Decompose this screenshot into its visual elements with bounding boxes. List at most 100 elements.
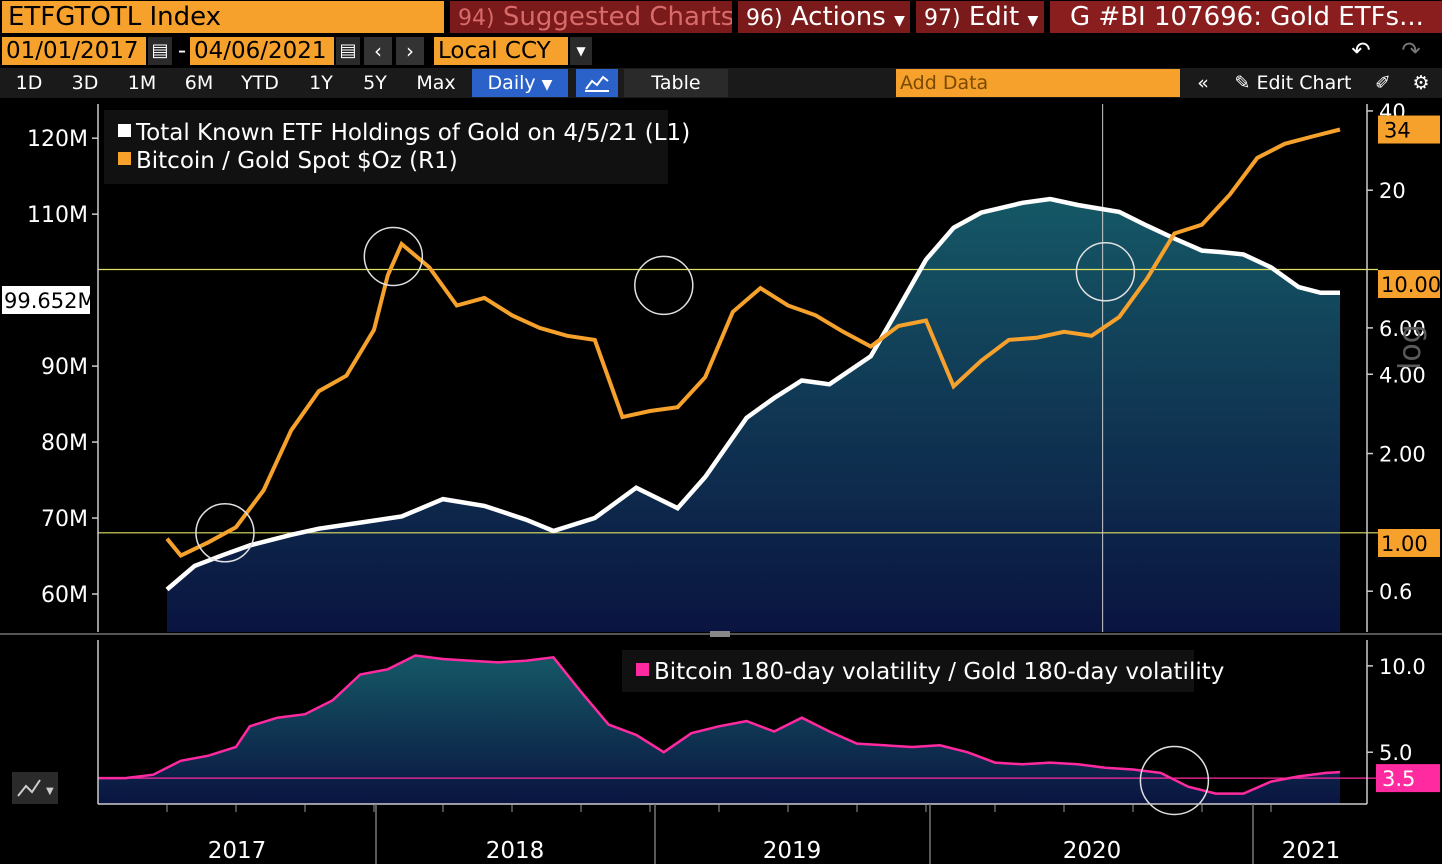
mini-line-chart-icon — [17, 779, 41, 797]
right-tick-label: 20 — [1379, 179, 1406, 203]
panel-resize-handle[interactable] — [710, 631, 730, 637]
date-range-bar: 01/01/2017 ▤ - 04/06/2021 ▤ ‹ › Local CC… — [0, 36, 1442, 66]
period-1m-button[interactable]: 1M — [127, 72, 157, 94]
right-tick-label: 4.00 — [1379, 363, 1426, 387]
function-bar: ETFGTOTL Index 94) Suggested Charts 96) … — [0, 0, 1442, 34]
security-ticker-field[interactable]: ETFGTOTL Index — [2, 1, 444, 33]
period-6m-button[interactable]: 6M — [184, 72, 214, 94]
highlight-circle-4 — [1075, 242, 1136, 302]
left-tick-label: 60M — [41, 583, 88, 608]
chart-title-field[interactable]: G #BI 107696: Gold ETFs... — [1050, 1, 1442, 33]
period-3d-button[interactable]: 3D — [71, 72, 99, 94]
end-date-input[interactable]: 04/06/2021 — [190, 37, 334, 65]
collapse-double-chevron-icon[interactable]: « — [1197, 72, 1209, 94]
x-axis: 2017 2018 2019 2020 2021 — [166, 804, 1340, 864]
vol-current-value: 3.5 — [1382, 767, 1415, 791]
pencil-icon: ✎ — [1234, 72, 1251, 94]
highlight-circle-2 — [363, 226, 424, 287]
caret-down-icon: ▼ — [894, 13, 905, 29]
ref-label-10: 10.00 — [1381, 273, 1441, 297]
x-tick-label-2018: 2018 — [486, 838, 545, 864]
table-button[interactable]: Table — [624, 69, 728, 97]
actions-number: 96) — [746, 6, 783, 31]
right-tick-label: 2.00 — [1379, 443, 1426, 467]
period-1y-button[interactable]: 1Y — [309, 72, 333, 94]
lower-tick-label: 10.0 — [1379, 655, 1426, 679]
calendar-icon[interactable]: ▤ — [148, 37, 172, 65]
edit-number: 97) — [924, 6, 961, 31]
currency-text: Local CCY — [438, 38, 551, 64]
gear-icon[interactable]: ⚙ — [1412, 72, 1430, 94]
add-data-input[interactable]: Add Data — [896, 69, 1180, 97]
ref-label-box-10 — [1378, 270, 1440, 298]
chevron-left-icon[interactable]: ‹ — [364, 37, 392, 65]
btc-gold-ratio-line — [165, 127, 1341, 558]
period-1d-button[interactable]: 1D — [15, 72, 43, 94]
actions-menu-button[interactable]: 96) Actions ▼ — [738, 1, 910, 33]
legend-swatch-btc — [118, 152, 131, 165]
highlight-circles — [195, 226, 1136, 563]
date-separator: - — [177, 38, 187, 64]
edit-menu-button[interactable]: 97) Edit ▼ — [916, 1, 1044, 33]
highlight-circle-3 — [634, 255, 694, 316]
period-5y-button[interactable]: 5Y — [363, 72, 387, 94]
right-tick-label: 0.6 — [1379, 580, 1412, 604]
actions-label: Actions — [790, 2, 886, 32]
legend-swatch-etf — [118, 124, 131, 137]
left-tick-label: 120M — [27, 127, 88, 152]
period-bar: 1D 3D 1M 6M YTD 1Y 5Y Max Daily ▼ Table … — [0, 68, 1442, 98]
chevron-right-icon[interactable]: › — [396, 37, 424, 65]
edit-chart-button[interactable]: ✎ Edit Chart — [1226, 69, 1360, 97]
x-tick-label-2019: 2019 — [763, 838, 822, 864]
edit-chart-label: Edit Chart — [1256, 72, 1352, 94]
annotate-icon[interactable]: ✐ — [1375, 72, 1391, 94]
edit-label: Edit — [968, 2, 1020, 32]
caret-down-icon: ▼ — [541, 77, 553, 93]
frequency-text: Daily — [487, 72, 536, 94]
currency-select[interactable]: Local CCY — [434, 37, 568, 65]
start-date-input[interactable]: 01/01/2017 — [2, 37, 146, 65]
vol-legend-box — [622, 650, 1194, 692]
highlight-circle-lower-1 — [1139, 745, 1210, 816]
calendar-icon[interactable]: ▤ — [336, 37, 360, 65]
highlight-circles-lower — [1139, 745, 1210, 816]
suggested-charts-button[interactable]: 94) Suggested Charts — [450, 1, 732, 33]
period-ytd-button[interactable]: YTD — [241, 72, 279, 94]
left-tick-label: 70M — [41, 507, 88, 532]
right-tick-label: 6.00 — [1379, 317, 1426, 341]
undo-icon[interactable]: ↶ — [1351, 38, 1371, 64]
log-scale-label: log — [1393, 324, 1428, 370]
ticker-text: ETFGTOTL Index — [8, 2, 222, 32]
lower-right-axis-ticks: 5.0 10.0 — [1367, 655, 1426, 765]
end-date-text: 04/06/2021 — [194, 38, 327, 64]
left-current-value-box — [2, 286, 90, 314]
left-tick-label: 110M — [27, 203, 88, 228]
legend-label-btc: Bitcoin / Gold Spot $Oz (R1) — [136, 148, 458, 174]
volatility-area — [98, 655, 1340, 804]
legend-label-etf: Total Known ETF Holdings of Gold on 4/5/… — [135, 120, 690, 146]
right-current-value: 34 — [1384, 119, 1411, 143]
left-current-value: 99.652M — [4, 289, 96, 313]
suggested-charts-number: 94) — [458, 6, 495, 31]
lower-tick-label: 5.0 — [1379, 741, 1412, 765]
line-chart-icon[interactable] — [576, 69, 618, 97]
x-tick-label-2017: 2017 — [208, 838, 267, 864]
frequency-dropdown[interactable]: Daily ▼ — [472, 69, 568, 97]
x-tick-label-2020: 2020 — [1063, 838, 1122, 864]
ref-label-box-1 — [1378, 529, 1440, 557]
ref-label-1: 1.00 — [1381, 532, 1428, 556]
mini-caret-icon: ▼ — [46, 786, 54, 797]
legend-box — [104, 110, 668, 184]
left-axis-ticks: 60M 70M 80M 90M 110M 120M — [27, 127, 98, 608]
etf-holdings-line — [165, 196, 1340, 592]
start-date-text: 01/01/2017 — [6, 38, 139, 64]
redo-icon[interactable]: ↷ — [1401, 38, 1421, 64]
chevron-down-icon[interactable]: ▼ — [570, 37, 592, 65]
period-max-button[interactable]: Max — [416, 72, 456, 94]
lower-chart-panel: 5.0 10.0 Bitcoin 180-day volatility / Gol… — [12, 640, 1440, 816]
right-current-value-box — [1378, 115, 1440, 144]
highlight-circle-1 — [195, 503, 255, 563]
